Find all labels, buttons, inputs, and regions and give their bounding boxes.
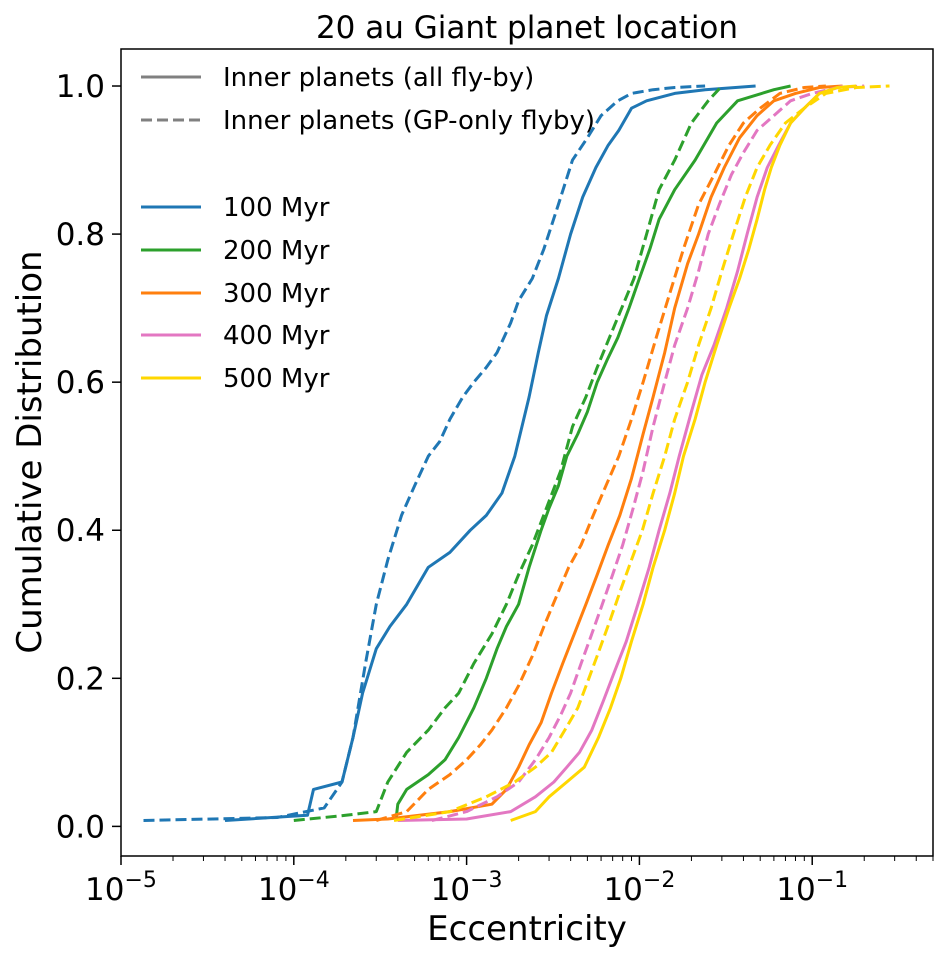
x-tick-label: 10−2 bbox=[603, 868, 675, 908]
x-tick-label: 10−1 bbox=[776, 868, 848, 908]
y-tick-label: 1.0 bbox=[56, 69, 105, 105]
series-line-100-myr-gp-only-flyby bbox=[143, 84, 706, 822]
legend-label: 400 Myr bbox=[223, 321, 330, 351]
x-tick-label: 10−4 bbox=[258, 868, 330, 908]
series-line-300-myr-all-fly-by bbox=[352, 84, 843, 822]
series-line-400-myr-gp-only-flyby bbox=[431, 84, 865, 822]
y-tick-label: 0.4 bbox=[56, 513, 105, 549]
chart-title: 20 au Giant planet location bbox=[316, 10, 738, 46]
axis-ticks: 10−5 10−4 10−3 10−2 10−1 0.0 0.2 0.4 0.6 0.8 1.0 bbox=[56, 69, 934, 908]
series-line-300-myr-gp-only-flyby bbox=[375, 84, 827, 822]
series-line-200-myr-gp-only-flyby bbox=[293, 84, 724, 822]
series-line-500-myr-gp-only-flyby bbox=[393, 84, 890, 822]
y-axis-label: Cumulative Distribution bbox=[10, 250, 50, 653]
x-tick-label: 10−5 bbox=[85, 868, 157, 908]
y-tick-label: 0.6 bbox=[56, 365, 105, 401]
series-line-100-myr-all-fly-by bbox=[224, 84, 756, 822]
legend-label: 300 Myr bbox=[223, 279, 330, 309]
y-tick-label: 0.8 bbox=[56, 217, 105, 253]
legend-label: 100 Myr bbox=[223, 193, 330, 223]
x-tick-label: 10−3 bbox=[431, 868, 503, 908]
legend-label: 200 Myr bbox=[223, 236, 330, 266]
legend: Inner planets (all fly-by) Inner planets … bbox=[141, 63, 595, 394]
y-tick-label: 0.0 bbox=[56, 809, 105, 845]
legend-label: Inner planets (GP-only flyby) bbox=[223, 106, 595, 136]
legend-label: Inner planets (all fly-by) bbox=[223, 63, 534, 93]
y-tick-label: 0.2 bbox=[56, 661, 105, 697]
x-axis-label: Eccentricity bbox=[427, 909, 627, 949]
plot-frame bbox=[120, 48, 934, 857]
series-line-400-myr-all-fly-by bbox=[397, 84, 844, 822]
series-line-500-myr-all-fly-by bbox=[510, 84, 857, 822]
series-line-200-myr-all-fly-by bbox=[394, 84, 791, 821]
legend-label: 500 Myr bbox=[223, 364, 330, 394]
series-layer bbox=[143, 84, 890, 822]
